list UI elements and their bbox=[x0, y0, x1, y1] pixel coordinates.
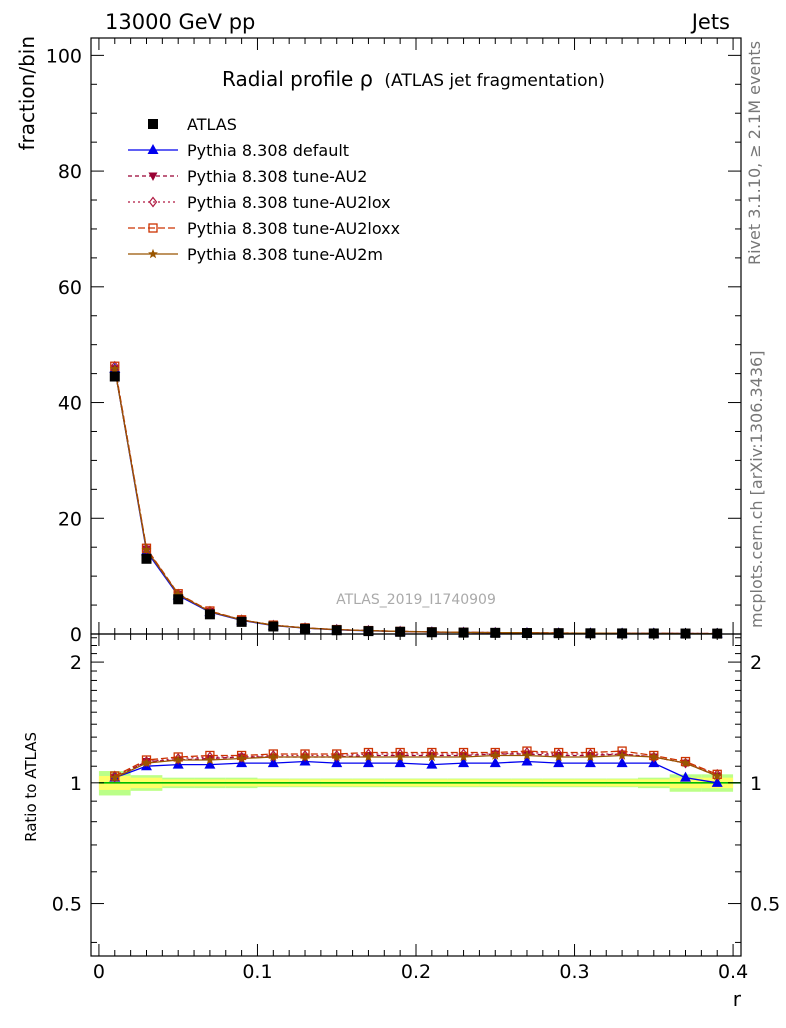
ratio-plot-series bbox=[109, 746, 723, 787]
main-point-atlas bbox=[236, 616, 247, 627]
ratio-point-au2m bbox=[490, 750, 501, 760]
legend-label-au2lox: Pythia 8.308 tune-AU2lox bbox=[187, 193, 391, 212]
legend-marker-atlas bbox=[148, 119, 158, 129]
ratio-point-default bbox=[584, 757, 596, 768]
legend-label-au2loxx: Pythia 8.308 tune-AU2loxx bbox=[187, 219, 400, 238]
axis-ticks: 0 0.1 0.2 0.3 0.4 0 20 40 60 80 100 0.5 0.5 1 1 2 2 bbox=[46, 38, 780, 983]
ratio-point-au2m bbox=[648, 751, 659, 762]
ratio-point-default bbox=[711, 776, 723, 787]
x-axis-title: r bbox=[733, 987, 742, 1011]
ratio-point-default bbox=[521, 755, 533, 766]
x-tick-label: 0.3 bbox=[559, 961, 589, 983]
x-tick-label: 0.2 bbox=[401, 961, 431, 983]
ratio-point-au2m bbox=[363, 751, 374, 762]
main-point-atlas bbox=[204, 609, 215, 620]
ratio-point-default bbox=[489, 757, 501, 768]
ratio-point-default bbox=[331, 757, 343, 768]
ratio-point-default bbox=[553, 757, 565, 768]
header-process: 13000 GeV pp bbox=[105, 10, 255, 34]
legend-markers bbox=[128, 119, 178, 259]
ratio-point-default bbox=[267, 757, 279, 768]
x-tick-label: 0 bbox=[93, 961, 105, 983]
svg-text:Radial profile ρ (: Radial profile ρ (ATLAS jet fragmentatio… bbox=[222, 67, 605, 91]
ratio-point-au2m bbox=[585, 751, 596, 762]
ratio-y-axis-title: Ratio to ATLAS bbox=[22, 732, 40, 842]
ratio-point-default bbox=[680, 771, 692, 782]
ratio-y-tick-label: 0.5 bbox=[52, 894, 82, 916]
ratio-point-au2m bbox=[395, 751, 406, 762]
x-tick-label: 0.4 bbox=[718, 961, 748, 983]
ratio-point-au2m bbox=[205, 754, 215, 765]
legend-label-default: Pythia 8.308 default bbox=[187, 141, 349, 160]
legend-label-au2: Pythia 8.308 tune-AU2 bbox=[187, 167, 367, 186]
source-label: mcplots.cern.ch [arXiv:1306.3436] bbox=[747, 351, 766, 628]
ratio-point-au2m bbox=[173, 754, 184, 765]
main-point-atlas bbox=[109, 371, 120, 382]
legend-marker-default bbox=[147, 144, 159, 154]
ratio-point-au2m bbox=[680, 757, 691, 768]
ratio-line-au2loxx bbox=[114, 750, 718, 777]
ratio-point-au2m bbox=[300, 751, 310, 762]
ratio-point-default bbox=[362, 757, 374, 768]
rivet-version-label: Rivet 3.1.10, ≥ 2.1M events bbox=[745, 41, 764, 265]
ratio-point-au2m bbox=[141, 757, 152, 768]
main-point-atlas bbox=[141, 553, 152, 564]
ratio-point-au2m bbox=[426, 751, 437, 762]
ratio-point-default bbox=[204, 758, 216, 769]
legend-marker-au2loxx bbox=[148, 223, 158, 233]
ratio-line-au2lox bbox=[114, 751, 718, 777]
chart-title-suffix: (ATLAS jet fragmentation) bbox=[384, 71, 605, 91]
legend-marker-au2m bbox=[148, 248, 158, 259]
ratio-point-au2m bbox=[617, 750, 627, 760]
chart-title-symbol: ρ bbox=[360, 67, 373, 91]
main-y-tick-label: 20 bbox=[58, 508, 82, 530]
chart-title-text: Radial profile bbox=[222, 67, 353, 91]
main-y-axis-title: fraction/bin bbox=[15, 36, 39, 151]
x-tick-label: 0.1 bbox=[242, 961, 272, 983]
main-y-tick-label: 0 bbox=[70, 624, 82, 646]
ratio-y-tick-label-right: 2 bbox=[750, 652, 762, 674]
ratio-point-au2m bbox=[522, 750, 532, 760]
ratio-point-au2m bbox=[458, 751, 469, 762]
ratio-uncertainty-bands bbox=[98, 771, 741, 796]
ratio-y-tick-label-right: 1 bbox=[750, 773, 762, 795]
legend-marker-au2lox bbox=[148, 196, 158, 208]
legend-label-au2m: Pythia 8.308 tune-AU2m bbox=[187, 245, 383, 264]
main-y-tick-label: 40 bbox=[58, 393, 82, 415]
ratio-point-au2m bbox=[236, 753, 247, 763]
main-y-tick-label: 60 bbox=[58, 277, 82, 299]
legend: ATLAS Pythia 8.308 default Pythia 8.308 … bbox=[128, 115, 400, 264]
ratio-point-au2m bbox=[268, 751, 279, 762]
legend-label-atlas: ATLAS bbox=[187, 115, 237, 134]
ratio-line-default bbox=[114, 760, 718, 784]
main-point-au2m bbox=[141, 544, 152, 554]
main-y-tick-label: 100 bbox=[46, 45, 82, 67]
ratio-y-tick-label: 1 bbox=[70, 773, 82, 795]
ratio-point-au2m bbox=[331, 751, 342, 762]
ratio-y-tick-label: 2 bbox=[70, 652, 82, 674]
ratio-plot-frame bbox=[90, 633, 742, 957]
chart-title: Radial profile ρ (ATLAS jet fragmentatio… bbox=[222, 67, 605, 91]
ratio-point-au2m bbox=[712, 770, 723, 781]
ratio-point-default bbox=[394, 757, 406, 768]
header-category: Jets bbox=[690, 10, 730, 34]
ratio-point-default bbox=[426, 758, 438, 769]
ratio-point-au2lox bbox=[142, 756, 151, 768]
main-point-au2m bbox=[109, 363, 120, 373]
main-point-atlas bbox=[173, 594, 184, 605]
main-point-atlas bbox=[268, 621, 279, 632]
ratio-point-au2m bbox=[553, 751, 564, 762]
analysis-watermark: ATLAS_2019_I1740909 bbox=[336, 592, 496, 608]
legend-marker-au2 bbox=[148, 172, 158, 181]
main-y-tick-label: 80 bbox=[58, 161, 82, 183]
ratio-line-au2m bbox=[114, 754, 718, 779]
ratio-point-au2lox bbox=[617, 748, 627, 760]
ratio-point-default bbox=[458, 757, 470, 768]
ratio-point-au2m bbox=[109, 772, 120, 782]
main-point-au2lox bbox=[142, 543, 151, 555]
ratio-y-tick-label-right: 0.5 bbox=[750, 894, 780, 916]
ratio-point-default bbox=[616, 757, 628, 768]
